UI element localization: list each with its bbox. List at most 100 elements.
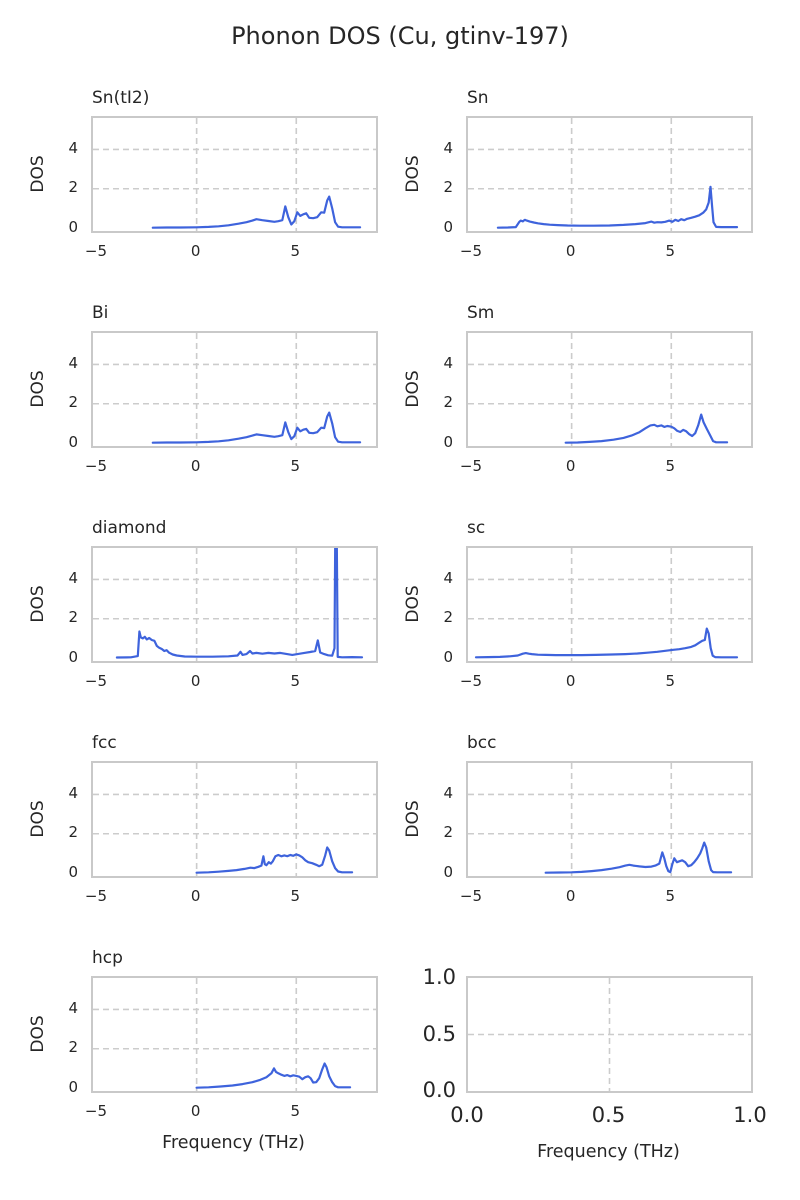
subplot-sm-ytick-2: 4 — [443, 353, 453, 372]
subplot-sn-ytick-2: 4 — [443, 138, 453, 157]
subplot-hcp — [91, 976, 378, 1093]
subplot-diamond-ytick-0: 0 — [68, 647, 78, 666]
subplot-bi-xtick-0: −5 — [84, 457, 108, 475]
subplot-hcp-xtick-2: 5 — [290, 1102, 301, 1120]
subplot-sc-title: sc — [467, 518, 486, 538]
subplot-bi-ytick-1: 2 — [68, 393, 78, 412]
dos-curve-bcc — [544, 841, 733, 874]
subplot-hcp-plot-area — [93, 978, 376, 1091]
subplot-bcc-plot-area — [468, 763, 751, 876]
subplot-sc-plot-area — [468, 548, 751, 661]
subplot-sn-ti2-ytick-1: 2 — [68, 178, 78, 197]
subplot-sm-ytick-0: 0 — [443, 432, 453, 451]
subplot-hcp-ytick-2: 4 — [68, 998, 78, 1017]
subplot-fcc-xtick-1: 0 — [190, 887, 201, 905]
subplot-panel-10-ytick-0: 0.0 — [422, 1078, 456, 1102]
subplot-hcp-title: hcp — [92, 948, 123, 968]
subplot-bcc-title: bcc — [467, 733, 497, 753]
subplot-diamond-xtick-2: 5 — [290, 672, 301, 690]
subplot-sm-xtick-1: 0 — [565, 457, 576, 475]
subplot-bi — [91, 331, 378, 448]
dos-curve-sn-ti2 — [151, 195, 362, 229]
subplot-fcc — [91, 761, 378, 878]
subplot-fcc-ytick-1: 2 — [68, 823, 78, 842]
subplot-bcc — [466, 761, 753, 878]
subplot-fcc-xtick-0: −5 — [84, 887, 108, 905]
subplot-fcc-ytick-2: 4 — [68, 783, 78, 802]
subplot-bcc-xtick-0: −5 — [459, 887, 483, 905]
subplot-diamond-title: diamond — [92, 518, 167, 538]
subplot-panel-10-xtick-1: 0.5 — [591, 1103, 626, 1127]
subplot-sc — [466, 546, 753, 663]
subplot-sm-xtick-0: −5 — [459, 457, 483, 475]
subplot-bi-plot-area — [93, 333, 376, 446]
subplot-hcp-xtick-1: 0 — [190, 1102, 201, 1120]
subplot-bcc-ytick-1: 2 — [443, 823, 453, 842]
subplot-diamond-plot-area — [93, 548, 376, 661]
subplot-fcc-xtick-2: 5 — [290, 887, 301, 905]
subplot-diamond-xtick-1: 0 — [190, 672, 201, 690]
subplot-diamond-xtick-0: −5 — [84, 672, 108, 690]
subplot-fcc-plot-area — [93, 763, 376, 876]
subplot-sn-xtick-2: 5 — [665, 242, 676, 260]
subplot-bcc-ytick-2: 4 — [443, 783, 453, 802]
subplot-sn-ti2-xtick-0: −5 — [84, 242, 108, 260]
subplot-sc-xtick-0: −5 — [459, 672, 483, 690]
subplot-panel-10-ytick-1: 0.5 — [422, 1021, 456, 1046]
subplot-panel-10-xtick-2: 1.0 — [733, 1103, 767, 1127]
subplot-sn-ti2-xtick-2: 5 — [290, 242, 301, 260]
subplot-panel-10-ytick-2: 1.0 — [422, 965, 456, 989]
subplot-diamond-ytick-2: 4 — [68, 568, 78, 587]
subplot-bi-ytick-2: 4 — [68, 353, 78, 372]
subplot-sn-ti2-xtick-1: 0 — [190, 242, 201, 260]
subplot-hcp-ytick-0: 0 — [68, 1077, 78, 1096]
subplot-diamond-ytick-1: 2 — [68, 608, 78, 627]
subplot-hcp-xtick-0: −5 — [84, 1102, 108, 1120]
subplot-sn-xtick-1: 0 — [565, 242, 576, 260]
subplot-bi-ytick-0: 0 — [68, 432, 78, 451]
subplot-bi-title: Bi — [92, 303, 109, 323]
subplot-sn-ti2 — [91, 116, 378, 233]
subplot-bcc-xtick-2: 5 — [665, 887, 676, 905]
subplot-sc-xtick-2: 5 — [665, 672, 676, 690]
subplot-bi-xtick-2: 5 — [290, 457, 301, 475]
subplot-sm-title: Sm — [467, 303, 495, 323]
subplot-diamond — [91, 546, 378, 663]
subplot-sn-ytick-1: 2 — [443, 178, 453, 197]
dos-curve-hcp — [195, 1062, 352, 1089]
subplot-sc-xtick-1: 0 — [565, 672, 576, 690]
subplot-sn-ti2-plot-area — [93, 118, 376, 231]
subplot-sn-plot-area — [468, 118, 751, 231]
dos-curve-fcc — [195, 846, 354, 874]
dos-curve-sc — [474, 627, 739, 659]
dos-curve-sm — [564, 413, 729, 444]
subplot-bcc-xtick-1: 0 — [565, 887, 576, 905]
subplot-hcp-ytick-1: 2 — [68, 1038, 78, 1057]
subplot-sm-xtick-2: 5 — [665, 457, 676, 475]
subplot-sn-ti2-ytick-2: 4 — [68, 138, 78, 157]
subplot-sn — [466, 116, 753, 233]
dos-curve-diamond — [115, 548, 364, 659]
subplot-sn-ti2-title: Sn(tI2) — [92, 88, 150, 108]
dos-curve-bi — [151, 411, 362, 444]
subplot-bi-xtick-1: 0 — [190, 457, 201, 475]
subplot-sn-ti2-ytick-0: 0 — [68, 217, 78, 236]
subplot-sc-ytick-2: 4 — [443, 568, 453, 587]
subplot-sm — [466, 331, 753, 448]
subplot-sn-xtick-0: −5 — [459, 242, 483, 260]
subplot-sm-ytick-1: 2 — [443, 393, 453, 412]
subplot-sm-plot-area — [468, 333, 751, 446]
subplot-panel-10 — [466, 976, 753, 1093]
subplot-sn-title: Sn — [467, 88, 489, 108]
subplot-fcc-title: fcc — [92, 733, 117, 753]
dos-curve-sn — [496, 185, 739, 229]
subplot-panel-10-plot-area — [468, 978, 751, 1091]
subplot-panel-10-xlabel: Frequency (THz) — [537, 1142, 680, 1162]
figure-title: Phonon DOS (Cu, gtinv-197) — [231, 22, 569, 50]
subplot-sc-ytick-0: 0 — [443, 647, 453, 666]
subplot-hcp-xlabel: Frequency (THz) — [162, 1133, 305, 1153]
subplot-panel-10-xtick-0: 0.0 — [450, 1103, 484, 1127]
subplot-sn-ytick-0: 0 — [443, 217, 453, 236]
subplot-sc-ytick-1: 2 — [443, 608, 453, 627]
